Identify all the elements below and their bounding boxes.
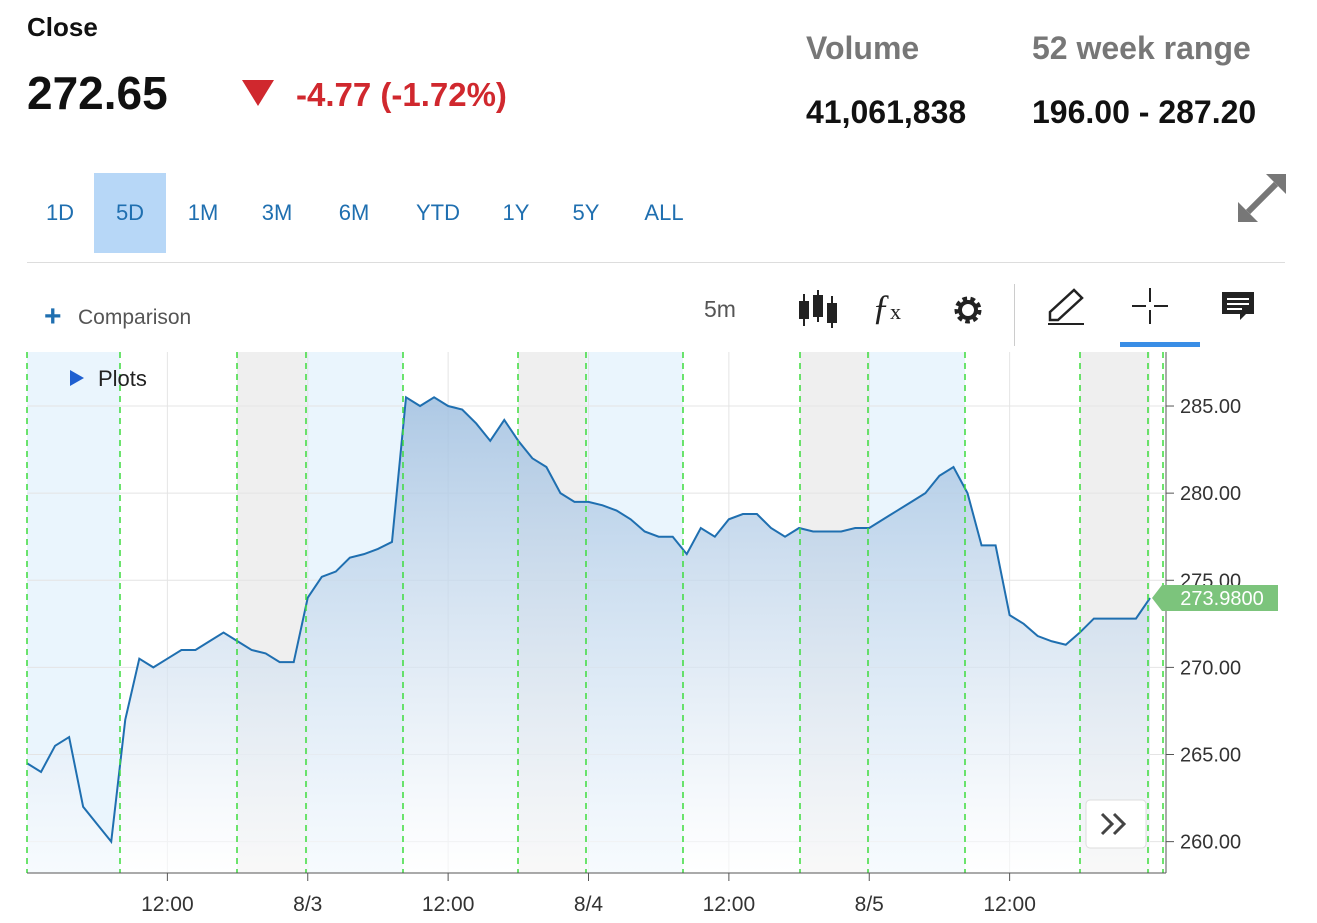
range: 196.00 - 287.20 [1032, 94, 1257, 130]
candle-icon[interactable] [796, 288, 840, 330]
range-tab[interactable]: 5Y [572, 200, 600, 225]
range-tab[interactable]: 6M [338, 200, 370, 225]
settings-icon[interactable] [952, 294, 984, 326]
crosshair-icon[interactable] [1130, 286, 1170, 326]
close-price: 272.65 [27, 67, 168, 119]
range-tab[interactable]: YTD [416, 200, 460, 225]
range-tab[interactable]: 1Y [502, 200, 530, 225]
separator [1014, 284, 1015, 346]
plus-icon[interactable]: + [44, 300, 62, 333]
volume-label: Volume [806, 30, 920, 66]
x-tick-label: 12:00 [422, 893, 475, 916]
range-tab[interactable]: 5D [94, 173, 166, 253]
divider [27, 262, 1285, 263]
x-tick-label: 12:00 [983, 893, 1036, 916]
close-label: Close [27, 12, 98, 42]
y-tick-label: 280.00 [1180, 483, 1241, 505]
y-tick-label: 270.00 [1180, 657, 1241, 679]
range-tab[interactable]: 3M [261, 200, 293, 225]
down-arrow [242, 80, 274, 106]
change: -4.77 (-1.72%) [296, 76, 507, 113]
plots-label[interactable]: Plots [98, 366, 147, 391]
scroll-icon [1100, 812, 1127, 836]
interval[interactable]: 5m [704, 296, 736, 322]
scroll-button[interactable] [1085, 799, 1147, 849]
comment-icon[interactable] [1220, 290, 1256, 322]
range-tab[interactable]: 1D [45, 200, 75, 225]
x-tick-label: 8/3 [293, 893, 322, 916]
comparison[interactable]: Comparison [78, 306, 192, 329]
expand-icon[interactable] [1236, 172, 1288, 224]
y-tick-label: 285.00 [1180, 396, 1241, 418]
draw-icon[interactable] [1044, 286, 1088, 326]
x-tick-label: 12:00 [703, 893, 756, 916]
y-tick-label: 265.00 [1180, 745, 1241, 767]
price-line [26, 395, 1151, 845]
range-label: 52 week range [1032, 30, 1251, 66]
range-tab[interactable]: 1M [187, 200, 219, 225]
price-tag [1152, 585, 1278, 612]
x-tick-label: 8/5 [855, 893, 884, 916]
fx-icon[interactable]: ƒx [872, 287, 901, 327]
price-tag-label: 273.9800 [1180, 588, 1263, 610]
plots-arrow [70, 370, 84, 386]
x-tick-label: 12:00 [141, 893, 194, 916]
volume: 41,061,838 [806, 94, 967, 130]
area [27, 397, 1150, 873]
x-tick-label: 8/4 [574, 893, 604, 916]
range-tab[interactable]: ALL [644, 200, 684, 225]
active-tool-underline [1120, 342, 1200, 347]
y-tick-label: 260.00 [1180, 832, 1241, 854]
